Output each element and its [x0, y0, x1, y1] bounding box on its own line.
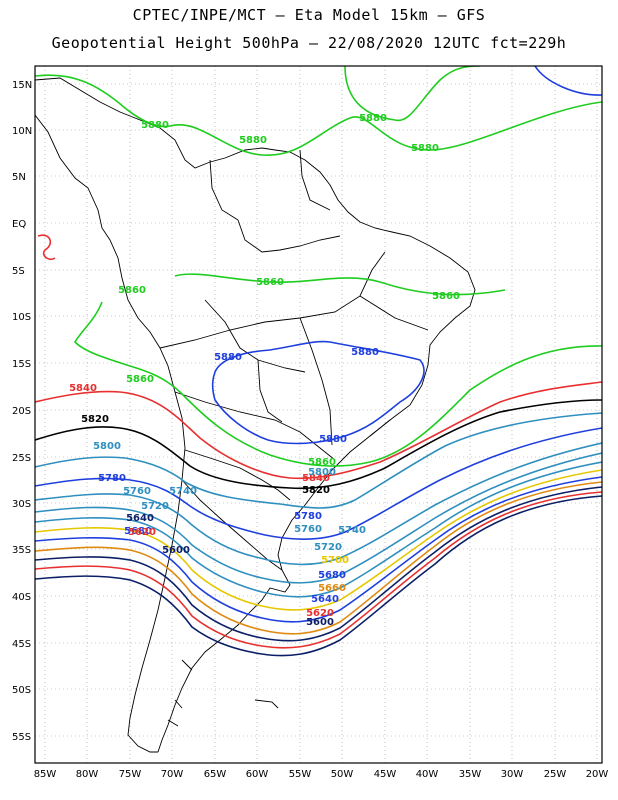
contour-label: 5860 — [118, 285, 146, 296]
lon-tick-label: 50W — [331, 769, 354, 780]
map-title: CPTEC/INPE/MCT – Eta Model 15km – GFS — [132, 6, 486, 24]
contour-label: 5700 — [321, 555, 349, 566]
contour-5880-blue — [211, 340, 425, 445]
contour-5720 — [35, 461, 602, 598]
contour-label: 5860 — [126, 374, 154, 385]
lon-tick-label: 75W — [119, 769, 142, 780]
graticule — [35, 66, 602, 763]
lon-tick-label: 65W — [204, 769, 227, 780]
contour-5740 — [35, 452, 602, 584]
lat-tick-label: 20S — [12, 406, 31, 417]
contour-label: 5720 — [141, 501, 169, 512]
contour-5880-north — [35, 74, 602, 156]
contour-label: 5760 — [294, 524, 322, 535]
contour-label: 5660 — [318, 583, 346, 594]
contour-label: 5780 — [98, 473, 126, 484]
contour-label: 5720 — [314, 542, 342, 553]
lon-tick-label: 60W — [246, 769, 269, 780]
contour-5660 — [35, 481, 602, 635]
contour-label: 5600 — [306, 617, 334, 628]
lon-tick-label: 80W — [76, 769, 99, 780]
contour-label: 5760 — [123, 486, 151, 497]
lon-tick-label: 85W — [34, 769, 57, 780]
lon-tick-label: 40W — [416, 769, 439, 780]
contour-label: 5840 — [69, 383, 97, 394]
contour-label: 5740 — [338, 525, 366, 536]
coastline — [35, 77, 476, 753]
contour-label: 5860 — [308, 457, 336, 468]
lat-tick-label: 40S — [12, 592, 31, 603]
contour-5780 — [35, 427, 602, 540]
contour-5760 — [35, 442, 602, 566]
lat-tick-label: 55S — [12, 732, 31, 743]
lat-tick-label: 15N — [12, 80, 32, 91]
contour-5800 — [35, 412, 602, 509]
contour-label: 5640 — [126, 513, 154, 524]
lat-tick-label: 10N — [12, 126, 32, 137]
lon-tick-label: 35W — [459, 769, 482, 780]
contour-label: 5600 — [162, 545, 190, 556]
lon-axis: 85W 80W 75W 70W 65W 60W 55W 50W 45W 40W 35W 30W 25W 2… — [34, 769, 609, 780]
lon-tick-label: 70W — [161, 769, 184, 780]
contour-label: 5880 — [359, 113, 387, 124]
contour-5680 — [35, 476, 602, 623]
contour-label: 5880 — [214, 352, 242, 363]
contour-label: 5880 — [351, 347, 379, 358]
contour-label: 5800 — [93, 441, 121, 452]
contour-5860-central — [174, 273, 506, 296]
contour-label: 5880 — [411, 143, 439, 154]
lon-tick-label: 55W — [289, 769, 312, 780]
contour-lines — [35, 66, 602, 657]
contour-5620 — [35, 491, 602, 649]
lon-tick-label: 20W — [586, 769, 609, 780]
contour-label: 5620 — [306, 608, 334, 619]
contour-label: 5780 — [294, 511, 322, 522]
contour-labels: 5880 5880 5880 5880 5860 5860 5860 5860 5860 5880… — [69, 113, 460, 628]
lat-tick-label: 5S — [12, 266, 25, 277]
contour-label: 5860 — [256, 277, 284, 288]
lat-tick-label: 15S — [12, 359, 31, 370]
contour-5840-coast — [37, 234, 56, 261]
contour-label: 5820 — [302, 485, 330, 496]
contour-5600 — [35, 495, 602, 657]
contour-5640 — [35, 486, 602, 642]
contour-label: 5620 — [128, 527, 156, 538]
contour-5860-west — [73, 301, 602, 467]
contour-label: 5860 — [432, 291, 460, 302]
lat-tick-label: 35S — [12, 545, 31, 556]
lon-tick-label: 30W — [501, 769, 524, 780]
contour-5880-blue-ne — [534, 66, 602, 96]
contour-label: 5880 — [319, 434, 347, 445]
contour-label: 5840 — [302, 473, 330, 484]
contour-5820-black — [35, 399, 602, 490]
contour-label: 5800 — [308, 467, 336, 478]
contour-label: 5740 — [169, 486, 197, 497]
contour-label: 5640 — [311, 594, 339, 605]
contour-5700-yellow — [35, 469, 602, 611]
contour-label: 5680 — [124, 526, 152, 537]
contour-label: 5680 — [318, 570, 346, 581]
contour-5840-red — [35, 381, 602, 480]
lon-tick-label: 45W — [374, 769, 397, 780]
contour-5880-east — [344, 66, 481, 122]
map-subtitle: Geopotential Height 500hPa – 22/08/2020 … — [51, 34, 567, 52]
lon-tick-label: 25W — [544, 769, 567, 780]
lat-tick-label: 45S — [12, 639, 31, 650]
contour-label: 5880 — [239, 135, 267, 146]
contour-label: 5880 — [141, 120, 169, 131]
map-frame — [34, 65, 603, 764]
lat-tick-label: 25S — [12, 453, 31, 464]
lat-tick-label: 50S — [12, 685, 31, 696]
lat-tick-label: EQ — [12, 219, 26, 230]
lat-axis: 15N 10N 5N EQ 5S 10S 15S 20S 25S 30S 35S 40S 45S 50S 5… — [12, 80, 32, 743]
lat-tick-label: 10S — [12, 312, 31, 323]
lat-tick-label: 30S — [12, 499, 31, 510]
lat-tick-label: 5N — [12, 172, 26, 183]
contour-label: 5820 — [81, 414, 109, 425]
